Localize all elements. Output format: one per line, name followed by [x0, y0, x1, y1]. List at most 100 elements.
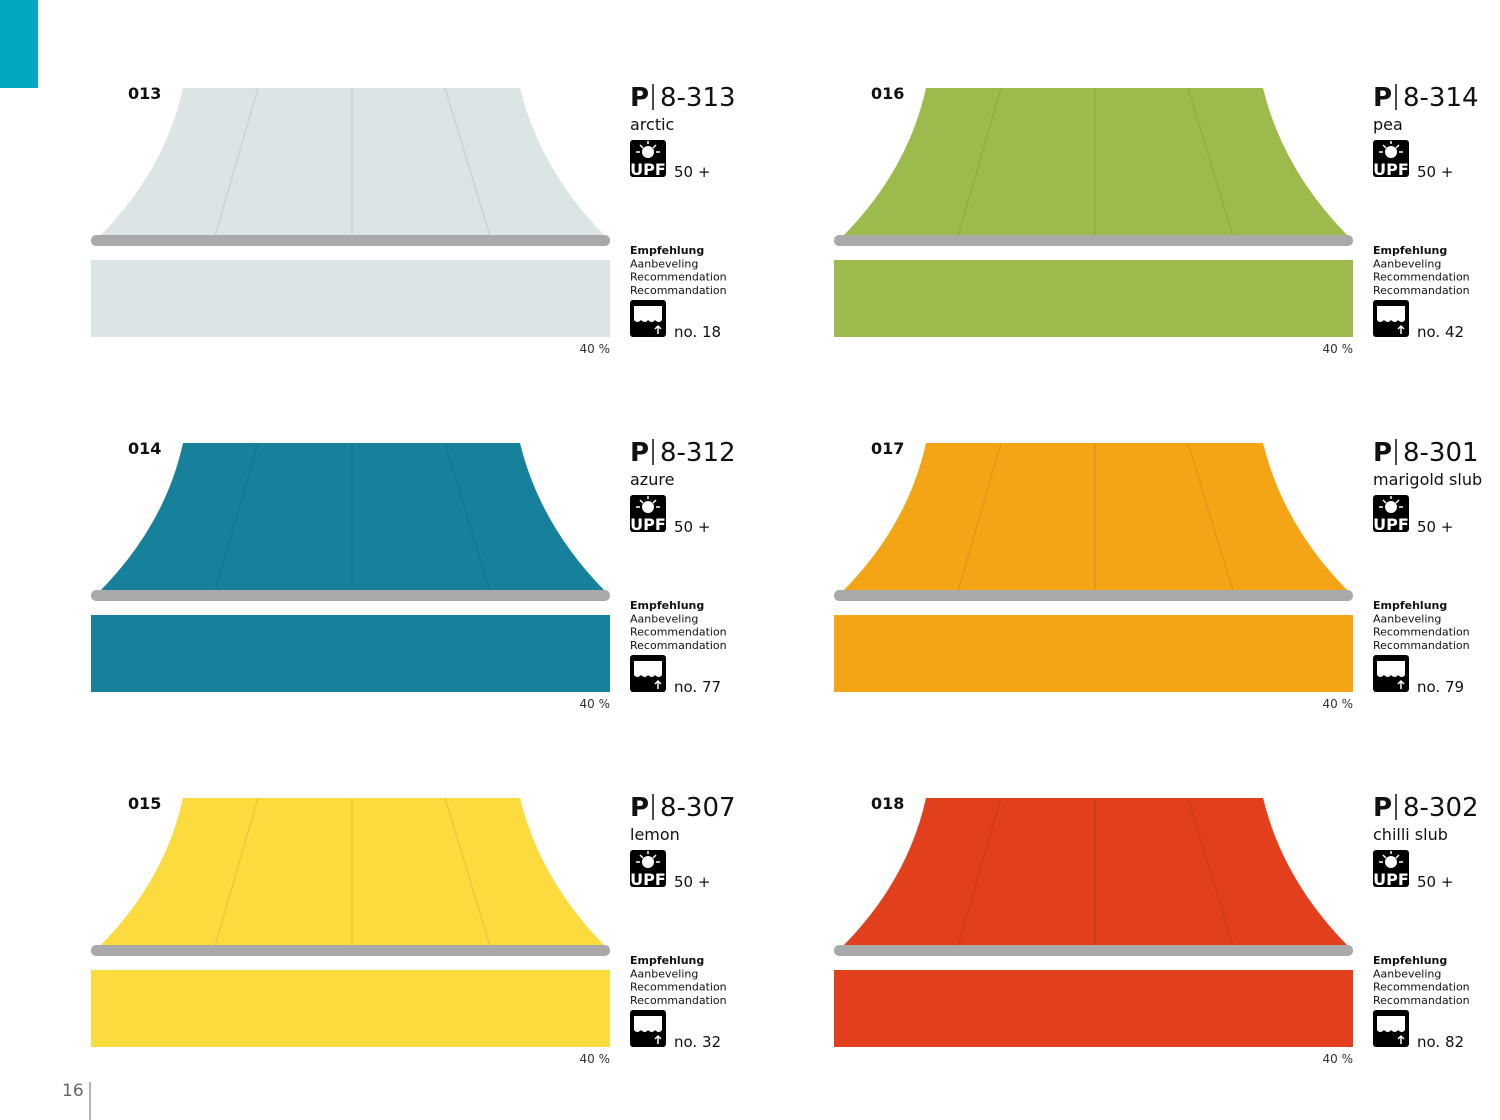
upf-icon-label: UPF — [1373, 515, 1409, 534]
awning — [100, 798, 605, 946]
recommendation-label: Recommandation — [1373, 639, 1470, 652]
upf-icon — [630, 140, 666, 177]
percent: 40 % — [580, 1052, 611, 1066]
recommendation-label: Empfehlung — [1373, 954, 1447, 967]
recommendation-label: Recommendation — [1373, 626, 1470, 639]
upf-icon — [630, 495, 666, 532]
upf-value: 50 + — [1417, 163, 1453, 181]
awning — [843, 443, 1348, 591]
awning-seam — [444, 87, 491, 237]
awning-bar — [91, 590, 610, 601]
awning-seam — [214, 87, 259, 237]
recommendation-label: Recommandation — [630, 284, 727, 297]
awning-seam — [444, 442, 491, 592]
recommendation-label: Aanbeveling — [1373, 967, 1441, 980]
awning-bar — [834, 235, 1353, 246]
recommendation-no: no. 18 — [674, 323, 721, 341]
percent: 40 % — [1323, 342, 1354, 356]
page-number: 16 — [62, 1081, 84, 1101]
recommendation-label: Aanbeveling — [630, 257, 698, 270]
color-name: lemon — [630, 825, 680, 844]
recommendation-no: no. 32 — [674, 1033, 721, 1051]
color-name: arctic — [630, 115, 674, 134]
awning — [843, 798, 1348, 946]
fabric-swatch — [91, 615, 610, 692]
color-name: chilli slub — [1373, 825, 1448, 844]
code: 8-313 — [660, 83, 736, 113]
code-prefix: P — [1373, 438, 1392, 468]
percent: 40 % — [580, 697, 611, 711]
recommendation-label: Recommendation — [1373, 271, 1470, 284]
recommendation-no: no. 79 — [1417, 678, 1464, 696]
upf-sun — [1385, 501, 1397, 513]
recommendation-no: no. 77 — [674, 678, 721, 696]
awning-bar — [91, 945, 610, 956]
fabric-swatch — [834, 615, 1353, 692]
recommendation-label: Recommandation — [1373, 284, 1470, 297]
recommendation-label: Aanbeveling — [1373, 257, 1441, 270]
awning-seam — [957, 797, 1002, 947]
upf-value: 50 + — [1417, 873, 1453, 891]
color-name: pea — [1373, 115, 1403, 134]
recommendation-arrow — [654, 1034, 662, 1044]
recommendation-label: Empfehlung — [630, 954, 704, 967]
color-name: marigold slub — [1373, 470, 1482, 489]
recommendation-label: Empfehlung — [630, 244, 704, 257]
recommendation-label: Aanbeveling — [630, 967, 698, 980]
item-number: 017 — [871, 439, 904, 458]
fabric-swatch — [91, 970, 610, 1047]
recommendation-awning — [634, 1016, 662, 1032]
recommendation-arrow — [1397, 324, 1405, 334]
upf-icon-label: UPF — [1373, 160, 1409, 179]
recommendation-arrow — [1397, 679, 1405, 689]
recommendation-label: Recommandation — [630, 994, 727, 1007]
upf-rays — [636, 141, 660, 153]
fabric-item: 40 % 017 P 8-301 marigold slub UPF 50 + Empfehl… — [834, 438, 1482, 711]
awning-bar — [91, 235, 610, 246]
upf-icon-label: UPF — [630, 870, 666, 889]
code-prefix: P — [1373, 793, 1392, 823]
recommendation-no: no. 82 — [1417, 1033, 1464, 1051]
recommendation-arrow — [654, 679, 662, 689]
upf-value: 50 + — [674, 163, 710, 181]
code-prefix: P — [1373, 83, 1392, 113]
upf-value: 50 + — [674, 518, 710, 536]
upf-rays — [636, 496, 660, 508]
recommendation-label: Empfehlung — [1373, 244, 1447, 257]
recommendation-label: Recommandation — [1373, 994, 1470, 1007]
upf-icon — [1373, 140, 1409, 177]
recommendation-no: no. 42 — [1417, 323, 1464, 341]
code: 8-302 — [1403, 793, 1479, 823]
awning-seam — [957, 87, 1002, 237]
recommendation-label: Aanbeveling — [630, 612, 698, 625]
upf-sun — [1385, 856, 1397, 868]
recommendation-label: Recommendation — [630, 981, 727, 994]
recommendation-label: Aanbeveling — [1373, 612, 1441, 625]
awning-bar — [834, 590, 1353, 601]
fabric-item: 40 % 014 P 8-312 azure UPF 50 + EmpfehlungAanbe… — [91, 438, 736, 711]
item-number: 014 — [128, 439, 161, 458]
recommendation-label: Recommandation — [630, 639, 727, 652]
awning — [100, 88, 605, 236]
awning-seam — [1187, 442, 1234, 592]
recommendation-label: Recommendation — [630, 271, 727, 284]
item-number: 018 — [871, 794, 904, 813]
code: 8-314 — [1403, 83, 1479, 113]
upf-icon — [1373, 850, 1409, 887]
awning — [843, 88, 1348, 236]
recommendation-awning — [1377, 306, 1405, 322]
upf-rays — [1379, 851, 1403, 863]
upf-icon — [630, 850, 666, 887]
upf-sun — [1385, 146, 1397, 158]
awning-bar — [834, 945, 1353, 956]
code: 8-307 — [660, 793, 736, 823]
awning-seam — [957, 442, 1002, 592]
upf-value: 50 + — [674, 873, 710, 891]
upf-icon-label: UPF — [630, 160, 666, 179]
recommendation-awning — [1377, 1016, 1405, 1032]
percent: 40 % — [580, 342, 611, 356]
awning-seam — [214, 797, 259, 947]
awning-seam — [444, 797, 491, 947]
